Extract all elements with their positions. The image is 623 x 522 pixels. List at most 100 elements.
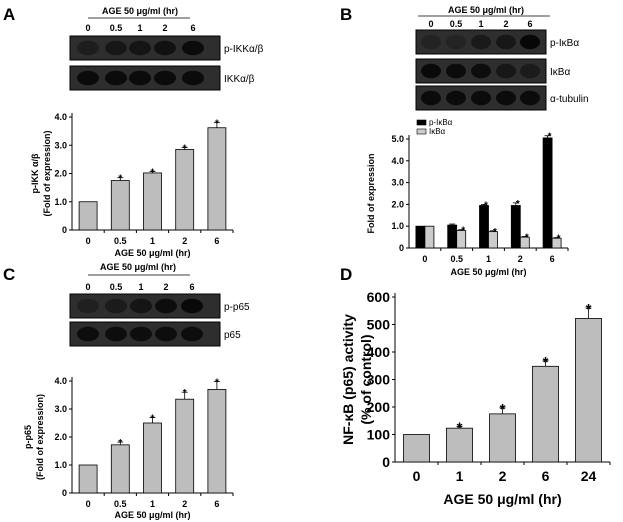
blot-band [130, 326, 152, 342]
panel-label-a: A [3, 5, 15, 24]
blot-row-label: p65 [224, 330, 241, 341]
significance-star: * [151, 413, 155, 424]
significance-star: * [215, 119, 219, 130]
x-tick-label: 6 [214, 499, 219, 509]
blot-band [421, 90, 441, 106]
chart-c: 0 1.0 2.0 3.0 4.0 0 0.5 1 2 6 * * * * AGE 50 μg/ml (hr… [23, 376, 234, 520]
blot-band [77, 40, 99, 56]
blot-row-label: IκBα [550, 67, 570, 78]
x-tick-label: 0 [86, 236, 91, 246]
x-tick-label: 6 [550, 254, 555, 264]
bar [78, 201, 98, 231]
y-tick-label: 300 [367, 372, 391, 388]
lane-label: 0.5 [450, 19, 463, 29]
y-tick-label: 2.0 [54, 169, 67, 179]
y-tick-label: 5.0 [391, 134, 404, 144]
blot-band [496, 63, 516, 79]
x-tick-label: 6 [542, 468, 550, 484]
blot-band [446, 90, 466, 106]
western-blot-c: AGE 50 μg/ml (hr) 0 0.5 1 2 6 p-p65 p65 [69, 262, 250, 347]
bar [542, 137, 553, 249]
y-tick-label: 4.0 [391, 156, 404, 166]
significance-star: * [151, 168, 155, 179]
y-tick-label: 3.0 [54, 404, 67, 414]
bar [415, 225, 426, 249]
x-tick-label: 0 [86, 499, 91, 509]
y-tick-label: 1.0 [391, 221, 404, 231]
blot-row-label: p-IκBα [550, 38, 579, 49]
y-tick-label: 1.0 [54, 197, 67, 207]
bar [479, 205, 489, 249]
y-tick-label: 3.0 [54, 140, 67, 150]
lane-label: 6 [190, 23, 195, 33]
bar [78, 464, 98, 494]
blot-band [520, 34, 540, 50]
blot-band [520, 63, 540, 79]
blot-band [182, 70, 204, 86]
legend-label: p-IκBα [429, 118, 453, 127]
blot-band [77, 70, 99, 86]
significance-star: * [183, 388, 187, 399]
significance-star: * [493, 227, 497, 238]
lane-label: 6 [527, 19, 532, 29]
y-tick-label: 4.0 [54, 376, 67, 386]
significance-star: * [118, 174, 122, 185]
bar [175, 149, 195, 231]
panel-label-c: C [3, 265, 15, 284]
y-tick-label: 500 [367, 317, 391, 333]
western-blot-b: AGE 50 μg/ml (hr) 0 0.5 1 2 6 p-IκBα IκBα α-tub… [415, 5, 589, 111]
lane-label: 2 [162, 23, 167, 33]
bar [207, 127, 227, 231]
blot-band [105, 40, 127, 56]
lane-label: 0 [85, 23, 90, 33]
blot-a-condition: AGE 50 μg/ml (hr) [102, 6, 178, 16]
x-tick-label: 1 [150, 499, 155, 509]
blot-c-condition: AGE 50 μg/ml (hr) [100, 262, 176, 272]
western-blot-a: AGE 50 μg/ml (hr) 0 0.5 1 2 6 p-IKKα/β IKKα/β [69, 6, 264, 91]
y-tick-label: 4.0 [54, 112, 67, 122]
x-tick-label: 0 [413, 468, 421, 484]
y-tick-label: 600 [367, 289, 391, 305]
panel-label-d: D [340, 265, 352, 284]
x-tick-label: 2 [518, 254, 523, 264]
blot-band [77, 298, 99, 314]
lane-label: 0 [428, 19, 433, 29]
blot-band [77, 326, 99, 342]
significance-star: * [548, 132, 552, 143]
blot-row-label: p-IKKα/β [224, 44, 264, 55]
bar [110, 180, 130, 231]
bar [207, 388, 227, 494]
y-tick-label: 2.0 [391, 199, 404, 209]
x-tick-label: 24 [581, 468, 597, 484]
lane-label: 0 [85, 282, 90, 292]
blot-band [130, 298, 152, 314]
blot-row-label: p-p65 [224, 302, 250, 313]
significance-star: * [586, 301, 592, 318]
y-axis-label: NF-κB (p65) activity [340, 314, 356, 445]
blot-band [105, 70, 127, 86]
bar [424, 225, 435, 249]
blot-row-label: α-tubulin [550, 94, 589, 105]
y-axis-label: Fold of expression [366, 153, 376, 233]
legend-label: IκBα [429, 127, 446, 136]
y-tick-label: 0 [62, 488, 67, 498]
blot-band [181, 298, 203, 314]
lane-label: 1 [478, 19, 483, 29]
x-tick-label: 1 [150, 236, 155, 246]
bar [446, 427, 473, 463]
y-axis-label: p-p65 [23, 425, 33, 449]
x-tick-label: 1 [486, 254, 491, 264]
significance-star: * [525, 232, 529, 243]
y-tick-label: 400 [367, 344, 391, 360]
blot-band [155, 326, 177, 342]
blot-band [105, 326, 127, 342]
bar [110, 444, 130, 494]
blot-band [154, 40, 176, 56]
blot-band [446, 34, 466, 50]
y-tick-label: 200 [367, 399, 391, 415]
y-tick-label: 3.0 [391, 178, 404, 188]
significance-star: * [183, 144, 187, 155]
lane-label: 2 [163, 282, 168, 292]
y-tick-label: 0 [382, 454, 390, 470]
legend-swatch [416, 119, 427, 126]
